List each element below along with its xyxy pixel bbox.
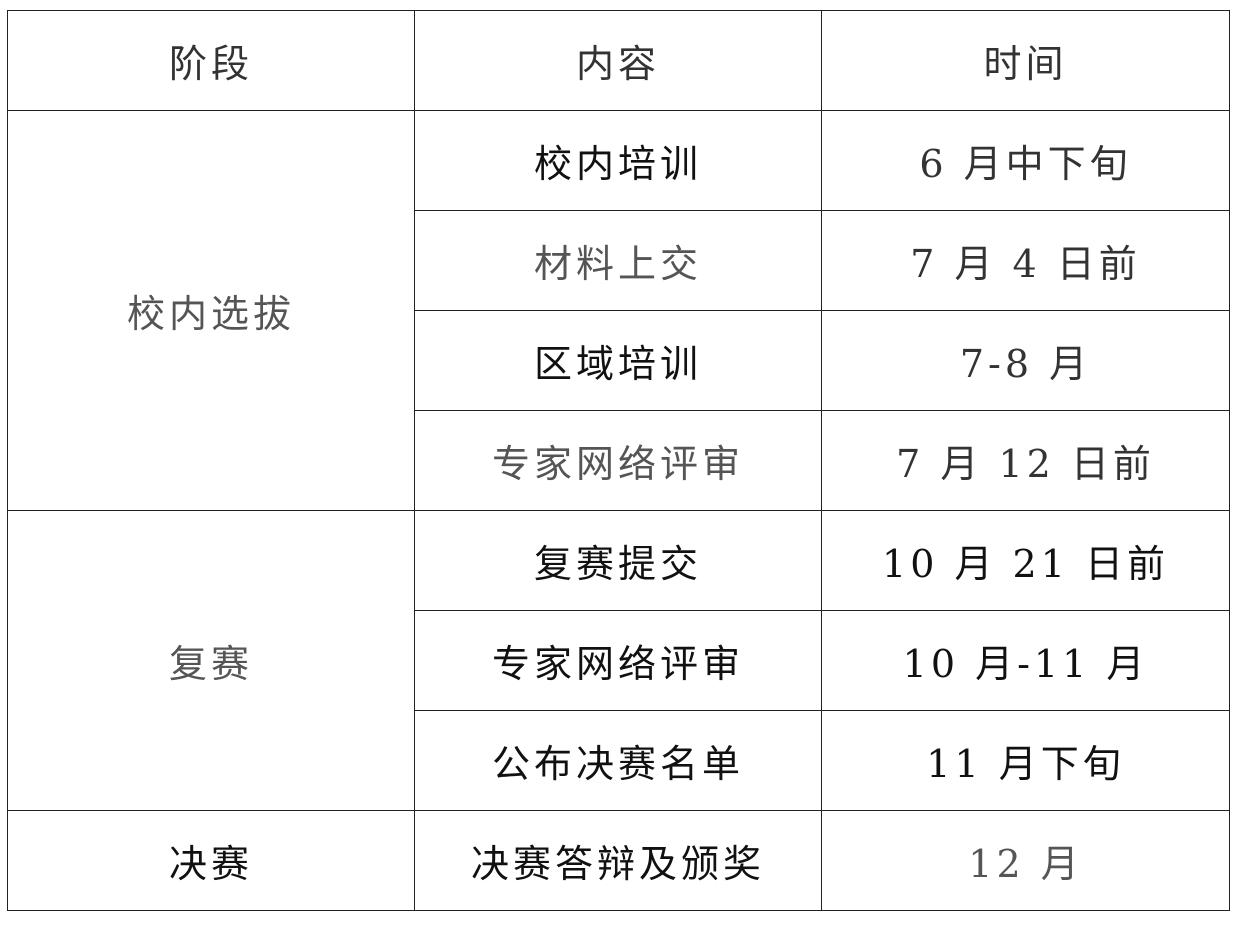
stage-cell: 决赛 <box>7 810 415 911</box>
content-cell: 决赛答辩及颁奖 <box>414 810 822 911</box>
table-row: 专家网络评审 7 月 12 日前 <box>8 410 1230 511</box>
stage-cell: 复赛 <box>7 510 415 811</box>
table-row: 校内选拔 校内培训 6 月中下旬 <box>7 110 1230 511</box>
schedule-table: 阶段 内容 时间 校内选拔 校内培训 6 月中下旬 材料上交 7 月 4 日前 … <box>7 10 1230 911</box>
header-row: 阶段 内容 时间 <box>7 10 1230 111</box>
table-row: 材料上交 7 月 4 日前 <box>8 210 1230 311</box>
table-row: 公布决赛名单 11 月下旬 <box>8 710 1230 811</box>
time-cell: 7 月 4 日前 <box>821 210 1230 311</box>
content-cell: 区域培训 <box>414 310 822 411</box>
time-cell: 7-8 月 <box>821 310 1230 411</box>
content-cell: 专家网络评审 <box>414 410 822 511</box>
time-cell: 10 月-11 月 <box>821 610 1230 711</box>
time-cell: 11 月下旬 <box>821 710 1230 811</box>
table-row: 专家网络评审 10 月-11 月 <box>8 610 1230 711</box>
content-cell: 公布决赛名单 <box>414 710 822 811</box>
content-cell: 校内培训 <box>414 110 822 211</box>
time-cell: 6 月中下旬 <box>821 110 1230 211</box>
stage-cell: 校内选拔 <box>7 110 415 511</box>
header-time: 时间 <box>821 10 1230 111</box>
time-cell: 12 月 <box>821 810 1230 911</box>
content-cell: 复赛提交 <box>414 510 822 611</box>
content-cell: 材料上交 <box>414 210 822 311</box>
table-row: 复赛 复赛提交 10 月 21 日前 <box>7 510 1230 811</box>
header-stage: 阶段 <box>7 10 415 111</box>
content-cell: 专家网络评审 <box>414 610 822 711</box>
time-cell: 10 月 21 日前 <box>821 510 1230 611</box>
time-cell: 7 月 12 日前 <box>821 410 1230 511</box>
header-content: 内容 <box>414 10 822 111</box>
table-row: 决赛 决赛答辩及颁奖 12 月 <box>7 810 1230 911</box>
